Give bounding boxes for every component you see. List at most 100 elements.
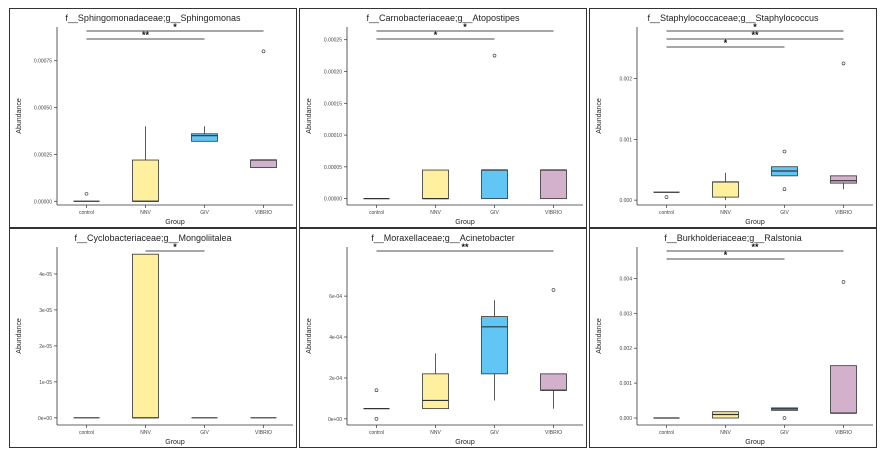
y-axis-title: Abundance xyxy=(596,98,603,134)
box-control xyxy=(73,191,100,202)
panel-title: f__Carnobacteriaceae;g__Atopostipes xyxy=(366,13,520,23)
iqr-box xyxy=(422,169,449,200)
x-axis-title: Group xyxy=(165,439,185,446)
iqr-box xyxy=(540,169,567,200)
y-tick-label: 0.00025 xyxy=(324,38,342,44)
y-axis-title: Abundance xyxy=(306,318,313,354)
y-tick-label: 4e-04 xyxy=(329,335,342,341)
box-control xyxy=(363,388,390,421)
x-axis-title: Group xyxy=(455,219,475,226)
panel-title: f__Sphingomonadaceae;g__Sphingomonas xyxy=(65,13,241,23)
outlier-point xyxy=(841,280,846,284)
x-tick-label: GIV xyxy=(490,210,499,216)
box-nnv xyxy=(422,169,449,200)
y-tick-label: 0e+00 xyxy=(328,417,342,423)
significance-label: * xyxy=(724,38,728,48)
box-giv xyxy=(771,407,798,420)
y-tick-label: 2e-04 xyxy=(329,376,342,382)
y-tick-label: 0.00000 xyxy=(34,199,52,205)
panel-title: f__Staphylococcaceae;g__Staphylococcus xyxy=(647,13,819,23)
box-vibrio xyxy=(830,280,857,414)
y-tick-label: 0.00025 xyxy=(34,152,52,158)
x-tick-label: control xyxy=(659,210,674,216)
iqr-box xyxy=(712,181,739,198)
iqr-box xyxy=(540,373,567,391)
x-axis-title: Group xyxy=(455,439,475,446)
significance-label: ** xyxy=(142,30,150,40)
y-axis-title: Abundance xyxy=(16,318,23,354)
box-vibrio xyxy=(540,288,567,409)
panel-title: f__Burkholderiaceae;g__Ralstonia xyxy=(664,233,802,243)
outlier-point xyxy=(84,191,89,196)
significance-label: ** xyxy=(751,30,759,40)
box-giv xyxy=(191,126,218,142)
significance-label: ** xyxy=(751,242,759,252)
x-tick-label: control xyxy=(369,430,384,436)
x-tick-label: NNV xyxy=(430,430,441,436)
y-tick-label: 0.00075 xyxy=(34,59,52,65)
x-tick-label: NNV xyxy=(720,430,731,436)
x-axis-title: Group xyxy=(165,219,185,226)
x-tick-label: VIBRIO xyxy=(835,210,852,216)
x-tick-label: control xyxy=(659,430,674,436)
outlier-point xyxy=(374,388,379,393)
y-tick-label: 0e+00 xyxy=(38,416,52,422)
x-tick-label: NNV xyxy=(430,210,441,216)
outlier-point xyxy=(551,288,556,292)
box-giv xyxy=(771,149,798,192)
y-tick-label: 2e-05 xyxy=(39,344,52,350)
x-tick-label: GIV xyxy=(200,210,209,216)
outlier-point xyxy=(374,417,379,421)
significance-label: * xyxy=(434,30,438,40)
panel-title: f__Cyclobacteriaceae;g__Mongoliitalea xyxy=(74,233,232,243)
iqr-box xyxy=(422,373,449,410)
outlier-point xyxy=(492,53,497,58)
x-tick-label: NNV xyxy=(140,430,151,436)
panel-mongoliitalea: f__Cyclobacteriaceae;g__Mongoliitalea 0e… xyxy=(9,228,297,448)
x-tick-label: control xyxy=(369,210,384,216)
y-tick-label: 0.00005 xyxy=(324,165,342,171)
x-tick-label: VIBRIO xyxy=(835,430,852,436)
y-axis-title: Abundance xyxy=(596,318,603,354)
y-axis-title: Abundance xyxy=(16,98,23,134)
y-tick-label: 0.000 xyxy=(619,198,632,204)
y-tick-label: 0.00010 xyxy=(324,133,342,139)
box-vibrio xyxy=(540,169,567,200)
box-giv xyxy=(481,300,508,401)
y-tick-label: 0.000 xyxy=(619,416,632,422)
significance-label: ** xyxy=(461,242,469,252)
panel-sphingomonas: f__Sphingomonadaceae;g__Sphingomonas 0.0… xyxy=(9,8,297,228)
boxplot-chart: 0.00000 0.00005 0.00010 0.00015 0.00020 0.000… xyxy=(306,22,583,226)
x-tick-label: VIBRIO xyxy=(255,430,272,436)
box-nnv xyxy=(712,411,739,419)
y-tick-label: 0.002 xyxy=(619,77,632,83)
iqr-box xyxy=(830,365,857,414)
y-tick-label: 0.00000 xyxy=(324,197,342,203)
x-tick-label: NNV xyxy=(140,210,151,216)
significance-label: * xyxy=(724,250,728,260)
x-tick-label: GIV xyxy=(780,210,789,216)
panel-staphylococcus: f__Staphylococcaceae;g__Staphylococcus 0… xyxy=(589,8,877,228)
box-vibrio xyxy=(250,49,277,168)
boxplot-chart: 0e+00 2e-04 4e-04 6e-04 control NNV GIV VIBRIO G… xyxy=(306,242,583,446)
x-tick-label: control xyxy=(79,210,94,216)
y-tick-label: 0.004 xyxy=(619,276,632,282)
x-axis-title: Group xyxy=(745,219,765,226)
box-nnv xyxy=(132,126,159,202)
x-tick-label: VIBRIO xyxy=(545,430,562,436)
box-nnv xyxy=(422,353,449,410)
box-giv xyxy=(481,53,508,200)
significance-label: * xyxy=(463,22,467,32)
x-tick-label: GIV xyxy=(200,430,209,436)
boxplot-chart: 0.00000 0.00025 0.00050 0.00075 control NNV GI… xyxy=(16,22,293,226)
x-tick-label: control xyxy=(79,430,94,436)
boxplot-chart: 0.000 0.001 0.002 control NNV GIV VIBRIO Group A… xyxy=(596,22,873,226)
iqr-box xyxy=(191,133,218,142)
x-tick-label: NNV xyxy=(720,210,731,216)
panel-atopostipes: f__Carnobacteriaceae;g__Atopostipes 0.00… xyxy=(299,8,587,228)
outlier-point xyxy=(261,49,266,54)
y-tick-label: 0.003 xyxy=(619,311,632,317)
x-axis-title: Group xyxy=(745,439,765,446)
box-vibrio xyxy=(830,61,857,190)
